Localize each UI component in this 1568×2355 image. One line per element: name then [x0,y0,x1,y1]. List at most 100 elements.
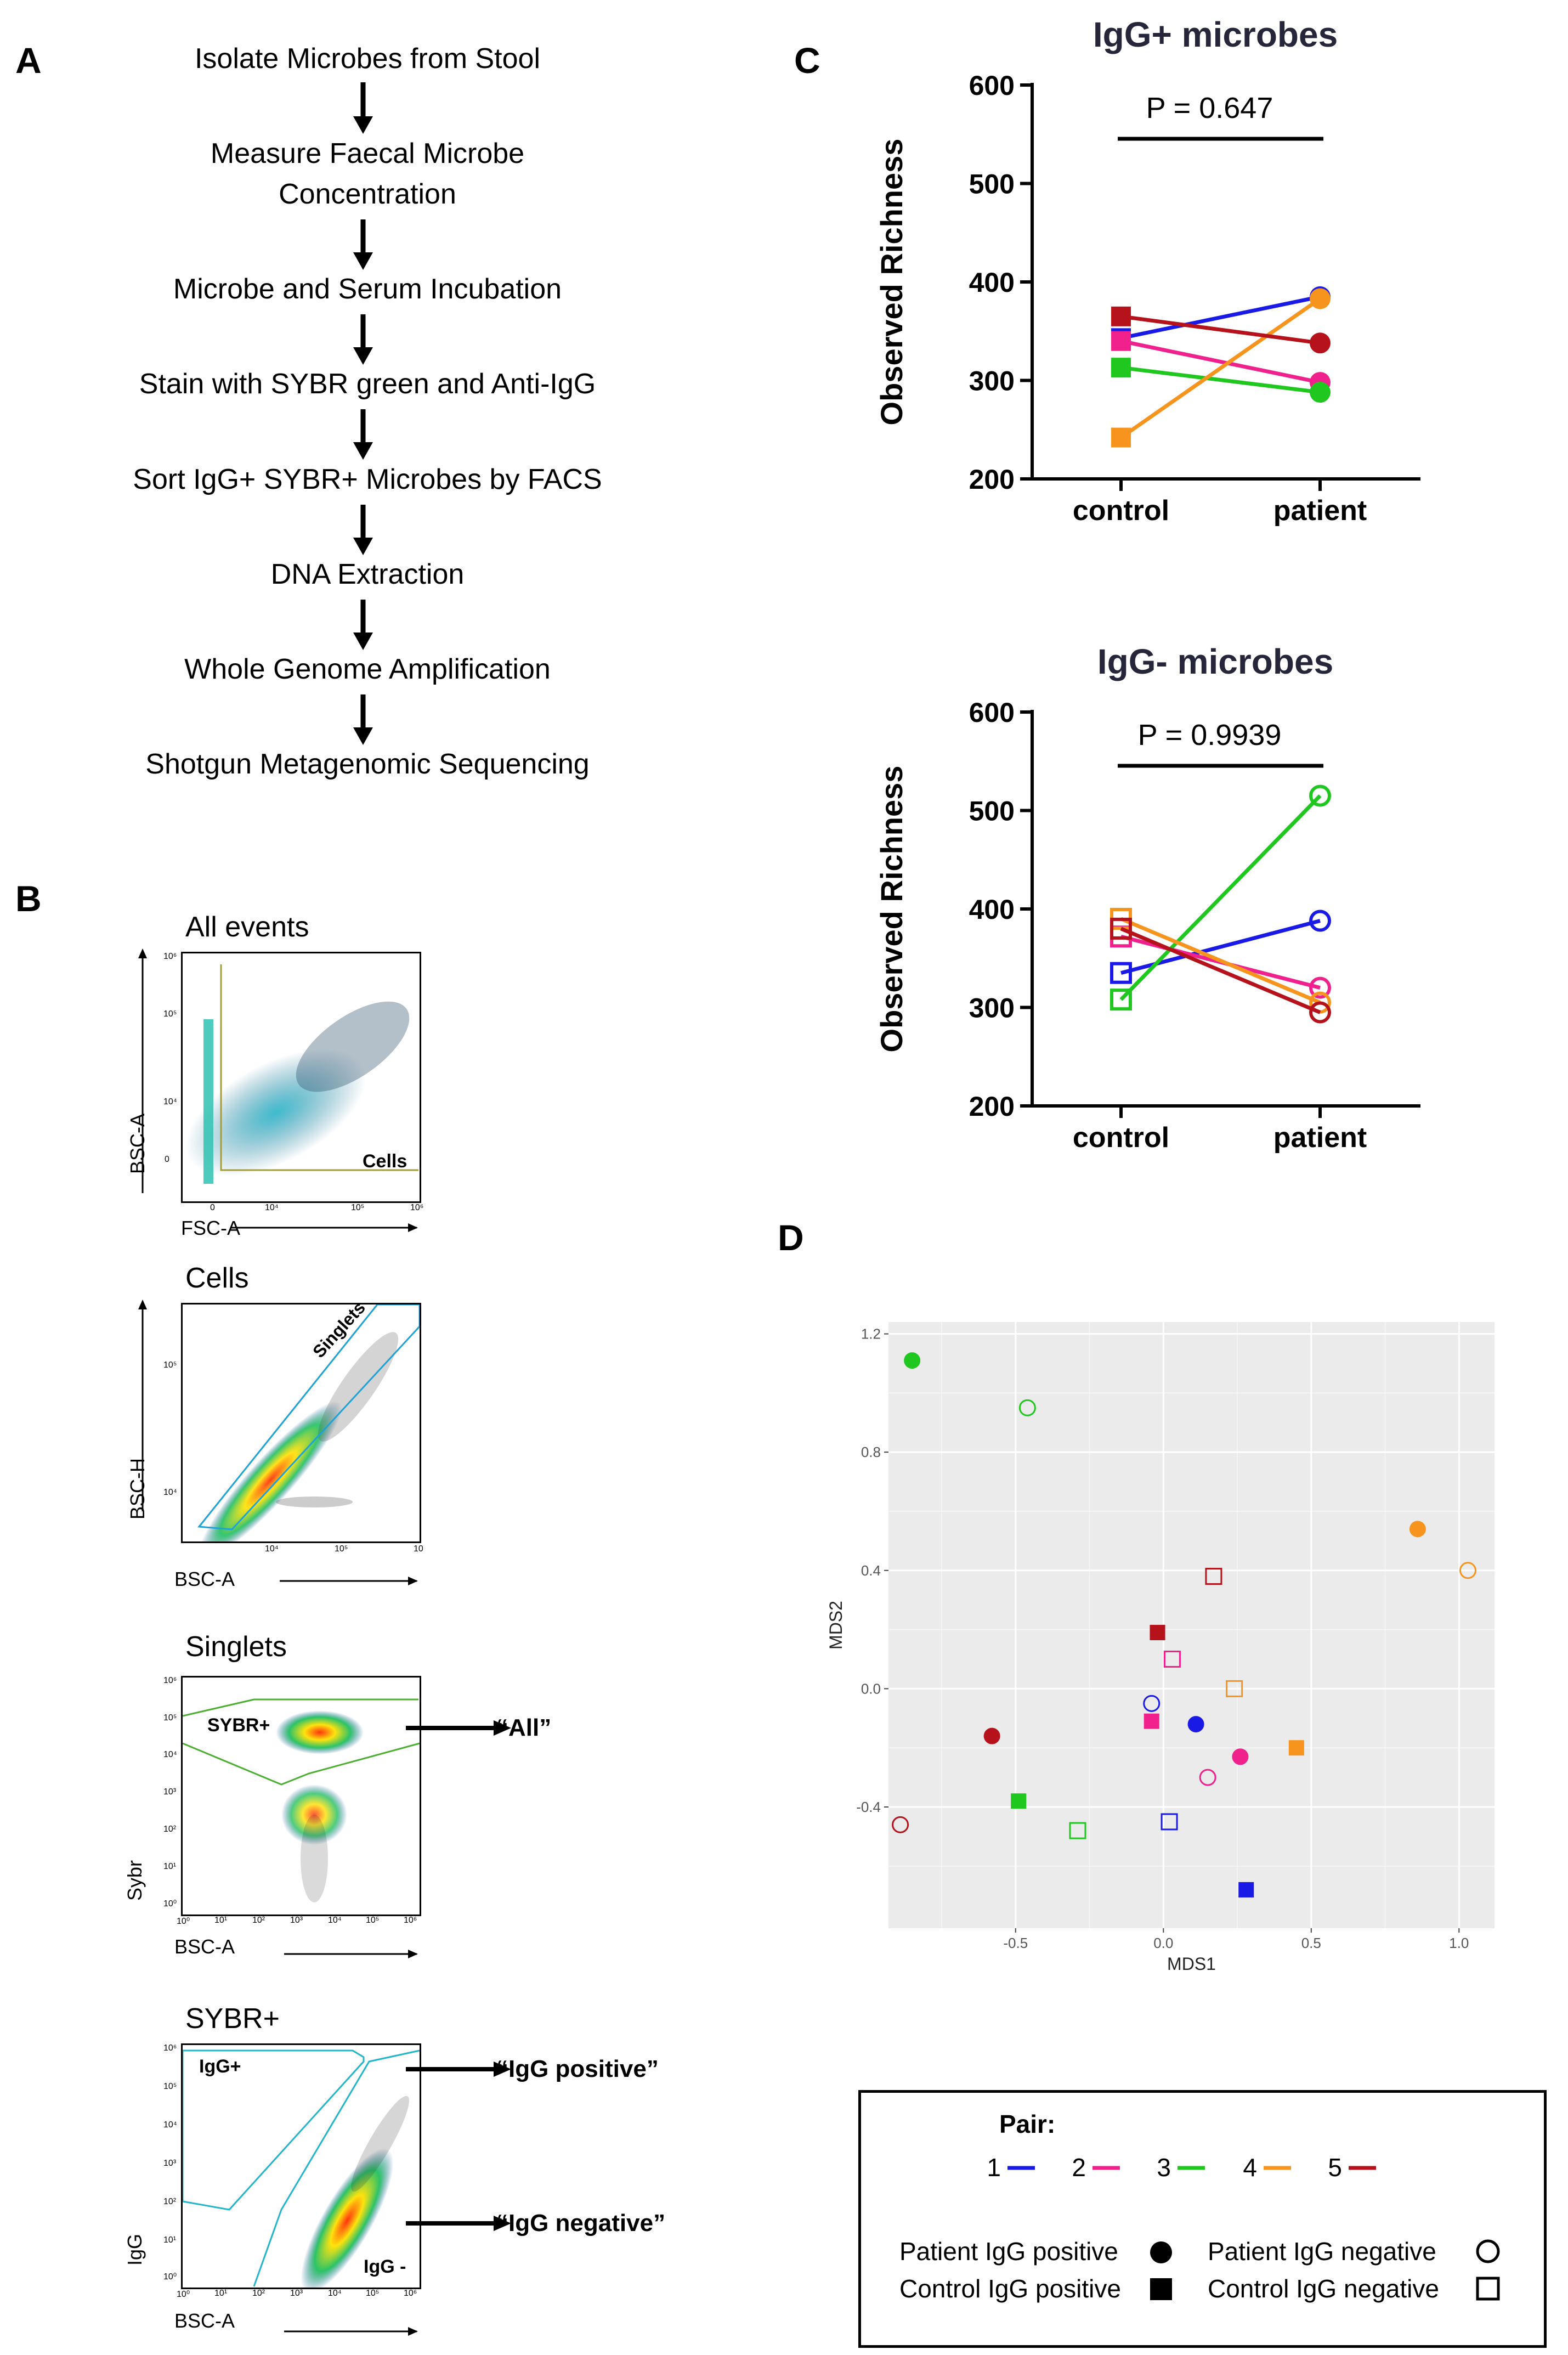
x-tick-label: -0.5 [1003,1935,1028,1951]
legend-patient-neg-marker [1476,2239,1500,2263]
y-tick-label: 200 [969,1091,1015,1122]
mds-plot: -0.5 0.0 0.5 1.0 -0.4 0.0 0.4 0.8 1.2 MDS1 MDS2 [826,1322,1495,1974]
series-line-pair-1 [1120,295,1321,340]
mds-point-pair-5-patient-pos [983,1727,1000,1744]
patient-point-pair-3 [1309,784,1331,807]
gate4-arrow-pos [406,2062,511,2077]
step-isolate: Isolate Microbes from Stool [194,43,541,75]
y-tick-label: 600 [969,70,1015,101]
legend-control-neg-label: Control IgG negative [1208,2274,1439,2303]
gate3-title: Singlets [185,1631,287,1663]
gate3-axes [284,1950,418,1958]
y-tick-label: 400 [969,894,1015,925]
gate4-xtick: 10⁴ [328,2289,342,2298]
gate4-scatter [183,2049,420,2288]
p-value-label: P = 0.647 [1146,92,1273,125]
flow-arrowhead-2 [353,252,373,270]
legend-patient-neg-label: Patient IgG negative [1208,2237,1436,2266]
y-tick-label: 0.4 [861,1562,881,1579]
mds-point-pair-3-patient-neg [1018,1399,1036,1416]
mds-point-pair-3-control-pos [1011,1793,1027,1809]
gate2-ytick: 10⁵ [163,1360,177,1370]
gate4-xtick: 10¹ [214,2289,228,2298]
gate3-xtick: 10² [252,1916,265,1925]
gate4-arrow-neg [406,2216,511,2231]
gate4-ytick: 10³ [163,2159,177,2168]
gate2-xtick: 10⁴ [265,1544,279,1554]
x-tick-label: 0.0 [1153,1935,1173,1951]
flow-arrowhead-1 [353,116,373,134]
gate3-arrow [406,1720,511,1736]
gate3-xtick: 10⁰ [177,1917,190,1926]
gate1-ytick: 10⁵ [163,1009,177,1019]
gate1-ytick: 0 [165,1155,169,1164]
legend-control-pos-label: Control IgG positive [899,2274,1121,2303]
gate1-xtick: 0 [210,1203,215,1212]
step-sequencing: Shotgun Metagenomic Sequencing [145,748,590,780]
control-point-pair-3 [1111,358,1131,378]
control-point-pair-5 [1110,917,1132,940]
gate4-output-neg-label: “IgG negative” [496,2210,666,2237]
step-dna: DNA Extraction [270,558,465,590]
step-incubation: Microbe and Serum Incubation [173,273,562,305]
mds-point-pair-3-control-neg [1069,1822,1086,1839]
chart-title: IgG+ microbes [1093,15,1338,54]
gate2-plot: Singlets [181,1303,421,1543]
mds-point-pair-4-control-pos [1288,1740,1304,1756]
legend-markers [1150,2239,1500,2301]
y-tick-label: -0.4 [856,1799,881,1815]
p-value-label: P = 0.9939 [1138,719,1282,752]
mds-point-pair-2-control-pos [1144,1713,1159,1729]
gate2-title: Cells [185,1262,249,1294]
control-point-pair-4 [1111,427,1131,448]
patient-point-pair-5 [1309,1001,1331,1024]
mds-point-pair-1-control-neg [1161,1813,1178,1831]
mds-point-pair-4-patient-neg [1459,1562,1476,1579]
gate2-axes [138,1300,418,1585]
gate1-ytick: 10⁴ [163,1097,177,1106]
patient-point-pair-1 [1309,910,1331,932]
y-tick-label: 0.8 [861,1444,881,1460]
y-tick-label: 300 [969,366,1015,397]
x-tick-label: patient [1273,495,1367,527]
x-tick-label: 0.5 [1301,1935,1321,1951]
step-measure-cont: Concentration [279,178,456,210]
gate3-xtick: 10⁶ [404,1916,417,1925]
y-tick-label: 300 [969,993,1015,1024]
panel-label-a: A [15,40,42,81]
gate3-xlabel: BSC-A [174,1935,235,1958]
gate4-xtick: 10² [252,2289,265,2298]
step-measure: Measure Faecal Microbe [210,138,525,170]
mds-point-pair-4-control-neg [1226,1680,1243,1697]
step-sort: Sort IgG+ SYBR+ Microbes by FACS [133,464,602,495]
y-tick-label: 600 [969,697,1015,728]
gate4-plot: IgG+ IgG - [181,2043,421,2289]
gate3-gate-label: SYBR+ [207,1715,270,1736]
mds-point-pair-5-patient-neg [892,1816,909,1833]
y-tick-label: 0.0 [861,1680,881,1697]
patient-point-pair-3 [1310,382,1331,403]
series-line-pair-3 [1120,365,1321,394]
mds-point-pair-2-control-neg [1163,1650,1181,1668]
legend-control-neg-marker [1476,2277,1500,2301]
mds-point-pair-1-patient-pos [1187,1716,1204,1733]
flow-arrowhead-6 [353,632,373,650]
y-tick-label: 1.2 [861,1326,881,1342]
legend-pair-label: 4 [1243,2153,1257,2182]
series-line-pair-2 [1120,339,1321,385]
gate3-output-label: “All” [496,1714,552,1741]
mds-point-pair-1-control-pos [1238,1882,1254,1897]
series-line-pair-5 [1120,314,1321,345]
chart-title: IgG- microbes [1097,642,1333,681]
plot-background [888,1322,1495,1928]
step-stain: Stain with SYBR green and Anti-IgG [139,368,596,400]
patient-point-pair-5 [1310,332,1331,354]
gate4-ytick: 10⁰ [163,2272,177,2281]
panel-label-d: D [778,1217,804,1258]
gate4-xtick: 10⁶ [404,2289,417,2298]
legend-control-pos-marker [1150,2278,1172,2300]
x-tick-label: 1.0 [1449,1935,1469,1951]
legend-title: Pair: [999,2110,1056,2138]
x-tick-label: control [1073,495,1169,527]
gate4-ytick: 10⁵ [163,2082,177,2091]
